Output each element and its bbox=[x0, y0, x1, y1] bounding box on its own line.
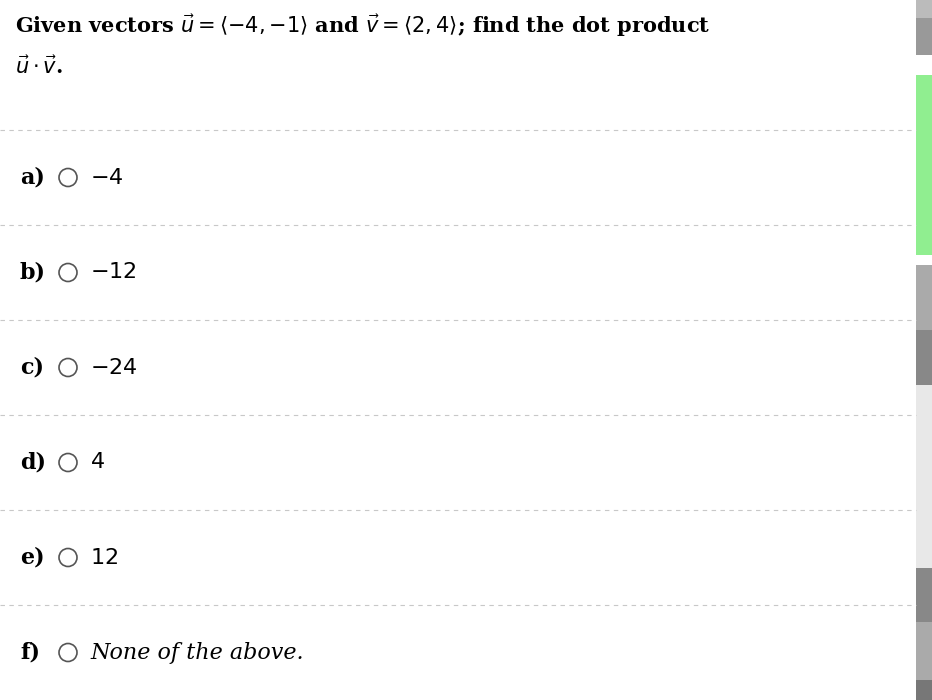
Text: $\vec{u} \cdot \vec{v}$.: $\vec{u} \cdot \vec{v}$. bbox=[15, 55, 63, 78]
Bar bbox=[916, 622, 932, 680]
Text: None of the above.: None of the above. bbox=[90, 641, 304, 664]
Bar bbox=[916, 330, 932, 385]
Bar bbox=[916, 450, 932, 510]
Bar bbox=[916, 385, 932, 450]
Bar bbox=[916, 265, 932, 330]
Text: e): e) bbox=[20, 547, 45, 568]
Text: Given vectors $\vec{u} = \langle{-4},{-1}\rangle$ and $\vec{v} = \langle 2, 4\ra: Given vectors $\vec{u} = \langle{-4},{-1… bbox=[15, 12, 710, 38]
Text: $-24$: $-24$ bbox=[90, 356, 138, 379]
Bar bbox=[916, 680, 932, 700]
Text: $-12$: $-12$ bbox=[90, 262, 137, 284]
Text: d): d) bbox=[20, 452, 46, 473]
Text: $-4$: $-4$ bbox=[90, 167, 124, 188]
Text: f): f) bbox=[20, 641, 40, 664]
Text: $12$: $12$ bbox=[90, 547, 118, 568]
Bar bbox=[916, 75, 932, 170]
Text: b): b) bbox=[20, 262, 46, 284]
Text: $4$: $4$ bbox=[90, 452, 105, 473]
Text: c): c) bbox=[20, 356, 44, 379]
Bar bbox=[916, 568, 932, 622]
Bar bbox=[916, 18, 932, 55]
Bar bbox=[916, 510, 932, 568]
Bar bbox=[916, 0, 932, 18]
Bar bbox=[916, 170, 932, 255]
Text: a): a) bbox=[20, 167, 45, 188]
